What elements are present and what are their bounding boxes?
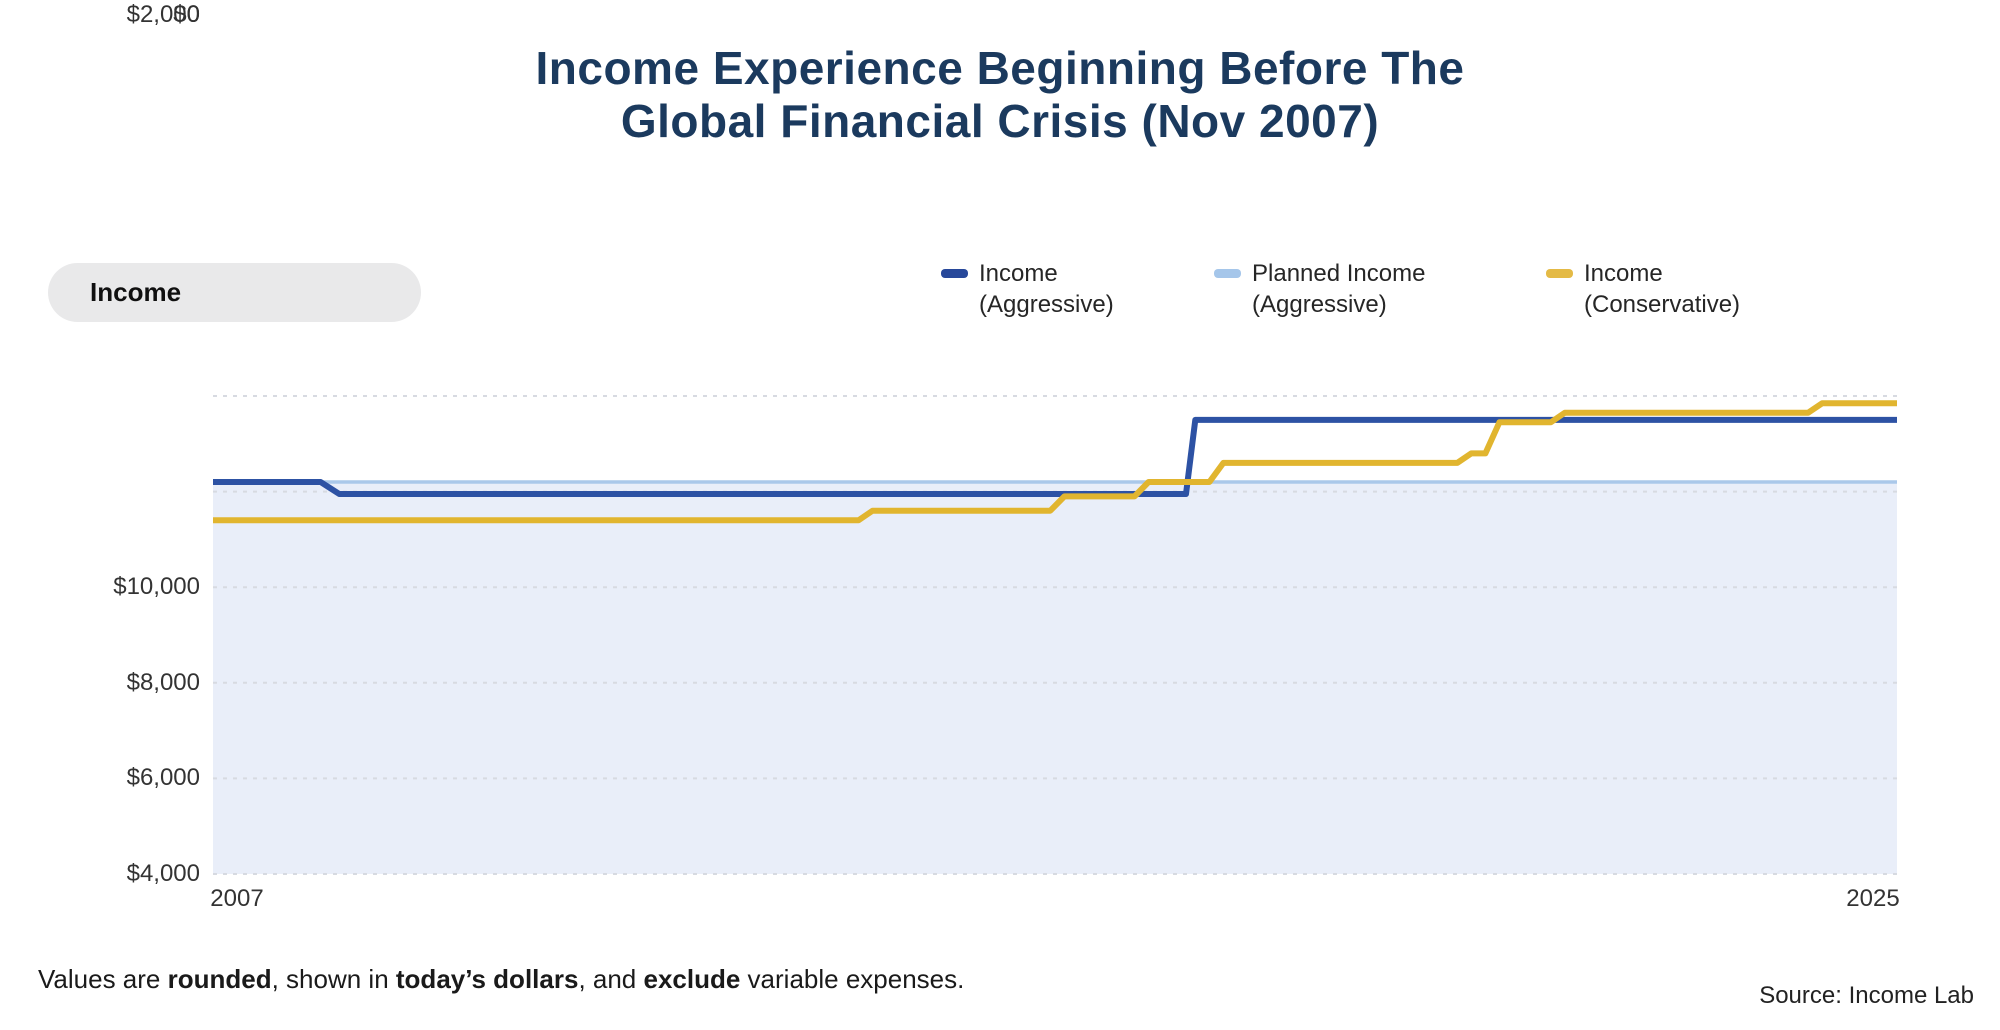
- footnote: Values are rounded, shown in today’s dol…: [38, 964, 965, 994]
- x-axis-label-end: 2025: [1846, 885, 1900, 912]
- chart-legend: Income (Aggressive) Planned Income (Aggr…: [0, 258, 2000, 338]
- y-axis-label: $10,000: [113, 573, 200, 600]
- y-axis-label: $8,000: [126, 669, 200, 696]
- chart-title: Income Experience Beginning Before The G…: [535, 42, 1465, 148]
- y-axis-label: $4,000: [126, 860, 200, 887]
- y-axis-label: $0: [173, 1, 200, 28]
- y-axis-label: $6,000: [126, 764, 200, 791]
- legend-item-planned-income-aggressive[interactable]: Planned Income (Aggressive): [1214, 258, 1425, 320]
- income-tab-pill[interactable]: Income: [48, 263, 421, 322]
- legend-label: Income (Aggressive): [979, 260, 1114, 318]
- legend-label: Income (Conservative): [1584, 260, 1741, 318]
- legend-swatch-icon: [1214, 269, 1241, 278]
- legend-swatch-icon: [1546, 269, 1573, 278]
- legend-label: Planned Income (Aggressive): [1252, 260, 1426, 318]
- x-axis-label-start: 2007: [210, 885, 264, 912]
- legend-item-income-conservative[interactable]: Income (Conservative): [1546, 258, 1740, 320]
- legend-swatch-icon: [941, 269, 968, 278]
- legend-item-income-aggressive[interactable]: Income (Aggressive): [941, 258, 1114, 320]
- source-label: Source: Income Lab: [1759, 982, 1974, 1009]
- y-axis-label: $2,000: [126, 1, 200, 28]
- income-tab-label: Income: [90, 277, 182, 307]
